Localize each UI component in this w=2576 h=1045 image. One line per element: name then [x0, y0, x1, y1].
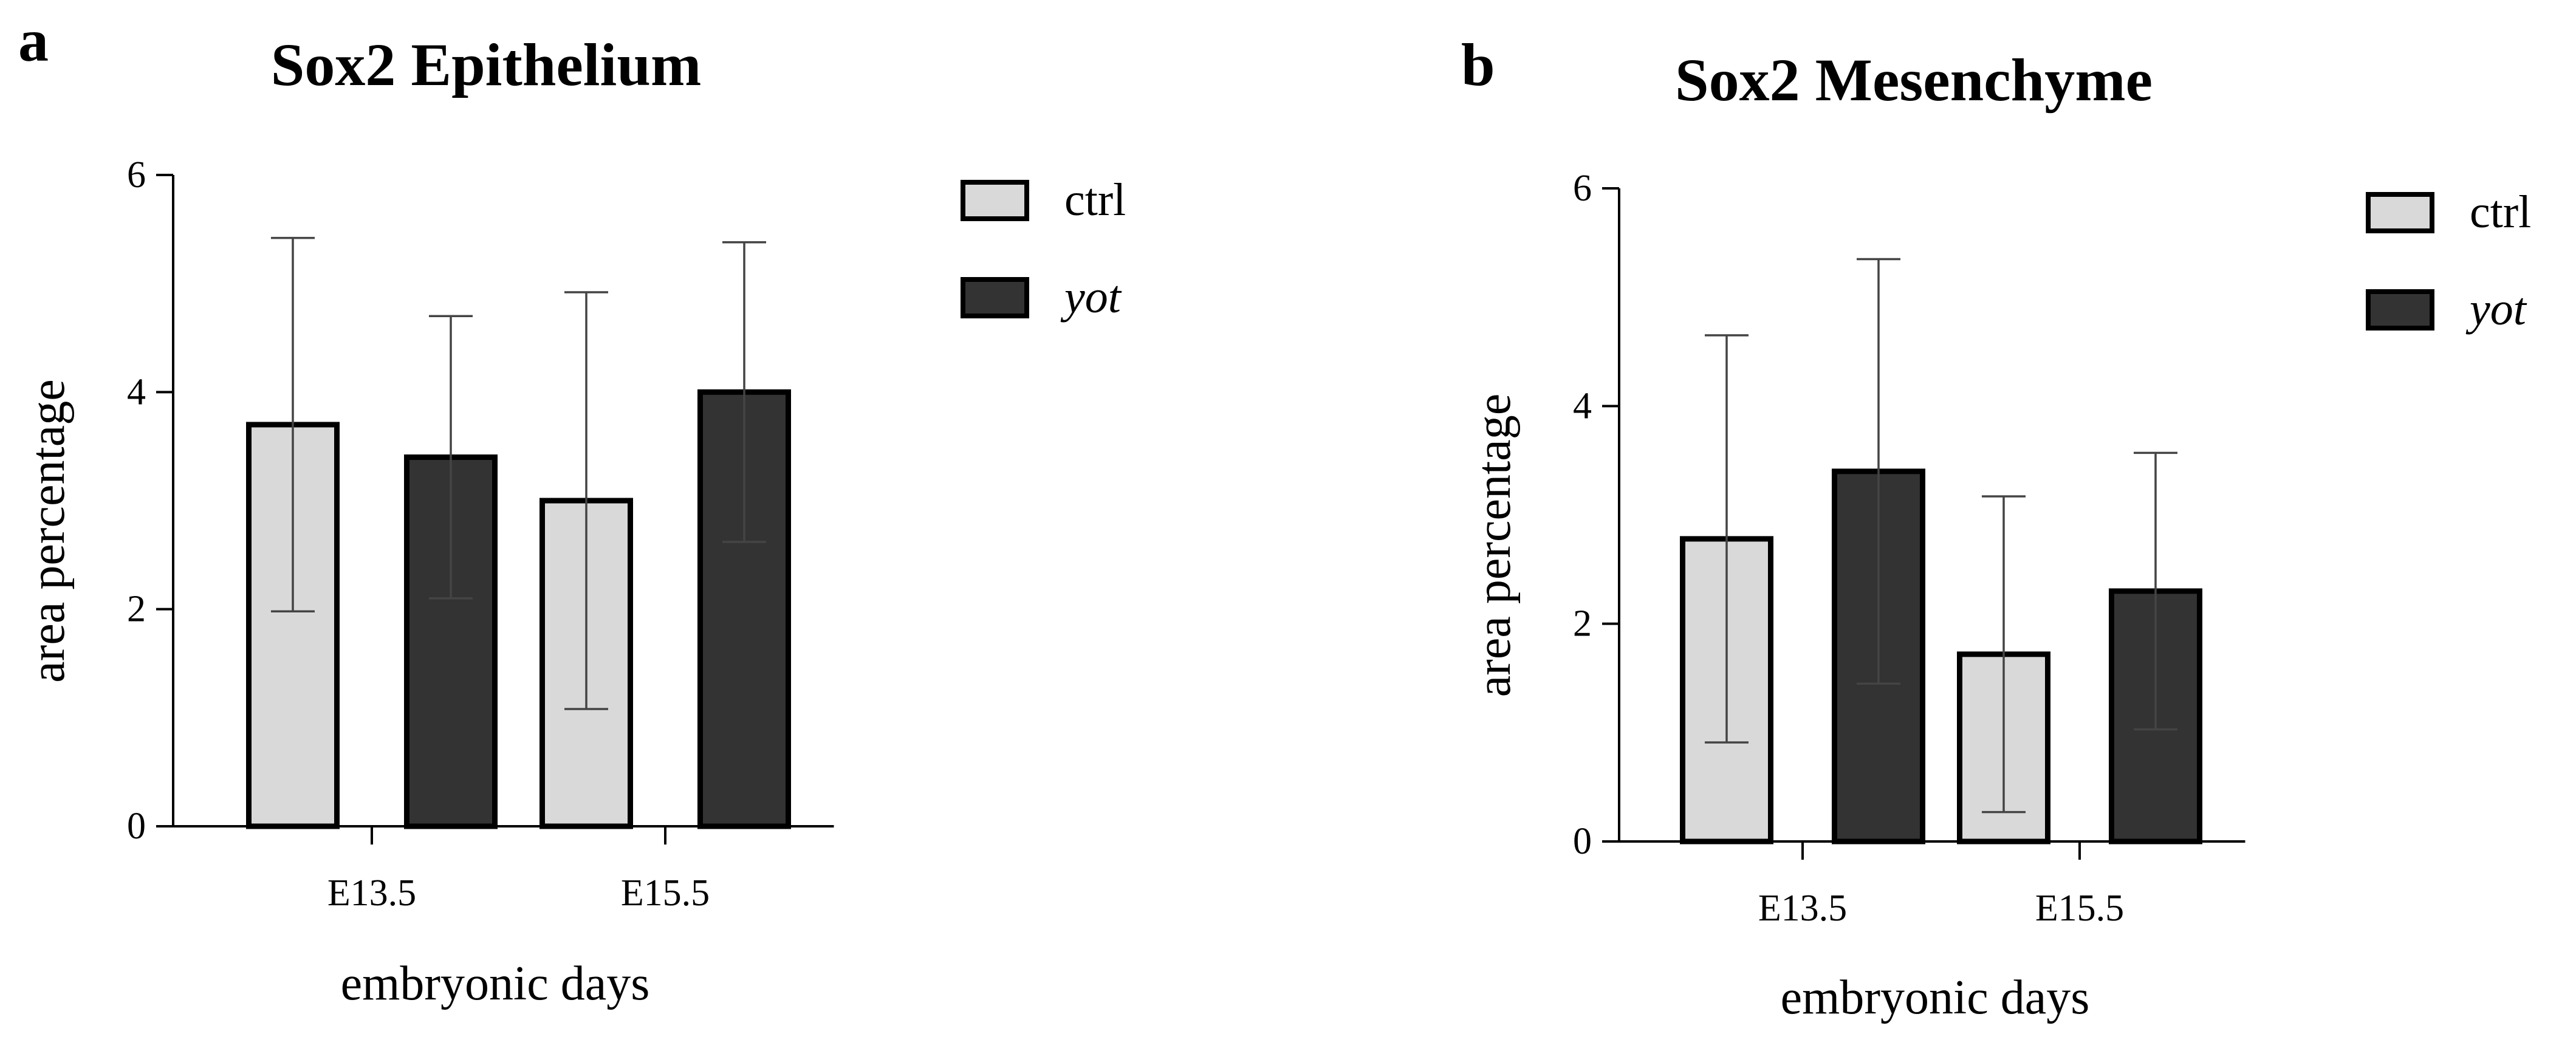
legend-swatch-ctrl [961, 180, 1029, 221]
x-tick-label: E13.5 [1758, 888, 1847, 929]
x-tick-label: E15.5 [621, 872, 710, 914]
y-tick-label: 6 [127, 154, 146, 196]
y-tick-label: 2 [127, 589, 146, 630]
x-axis-label: embryonic days [341, 957, 650, 1010]
y-tick-label: 4 [1573, 385, 1592, 427]
y-tick-label: 0 [1573, 821, 1592, 862]
legend-swatch-ctrl [2366, 192, 2434, 233]
y-tick-label: 6 [1573, 168, 1592, 209]
y-tick-label: 2 [1573, 603, 1592, 645]
panel-letter: b [1461, 31, 1495, 98]
panel-letter: a [18, 7, 49, 74]
y-tick-label: 4 [127, 371, 146, 413]
panel-b: b Sox2 Mesenchyme 0 2 4 6 E13.5 E15.5 area perce… [1461, 31, 2531, 1024]
x-tick-label: E15.5 [2035, 888, 2124, 929]
bar-yot [404, 454, 498, 829]
y-axis-label: area percentage [21, 379, 75, 683]
chart-title: Sox2 Mesenchyme [1675, 46, 2153, 114]
chart-title: Sox2 Epithelium [271, 31, 702, 98]
legend-label-yot: yot [2465, 284, 2527, 335]
x-axis-label: embryonic days [1781, 971, 2090, 1024]
legend-swatch-yot [2366, 289, 2434, 331]
panel-a: a Sox2 Epithelium 0 2 4 6 E13.5 E15.5 area perce… [18, 7, 1126, 1010]
legend-label-ctrl: ctrl [1064, 174, 1126, 225]
legend-label-yot: yot [1060, 272, 1122, 323]
x-tick-label: E13.5 [327, 872, 416, 914]
y-axis-label: area percentage [1467, 394, 1521, 697]
legend-label-ctrl: ctrl [2470, 187, 2531, 238]
legend-swatch-yot [961, 277, 1029, 318]
y-tick-label: 0 [127, 806, 146, 847]
